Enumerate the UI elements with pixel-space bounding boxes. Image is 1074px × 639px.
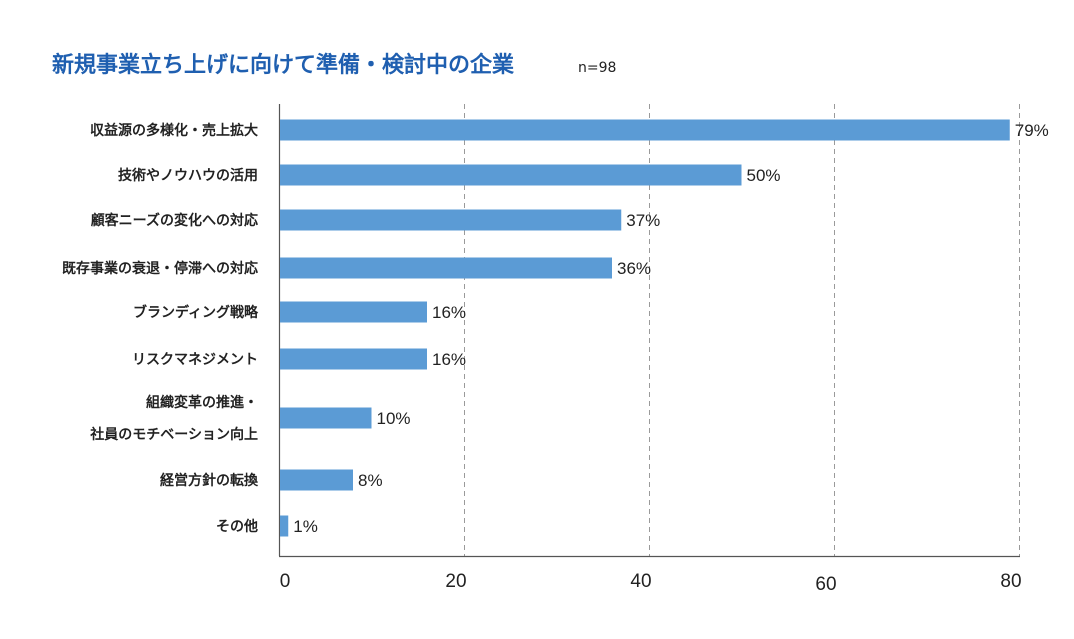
category-label: その他 xyxy=(216,518,258,535)
x-tick-label: 80 xyxy=(1000,571,1021,592)
category-labels: 収益源の多様化・売上拡大技術やノウハウの活用顧客ニーズの変化への対応既存事業の衰… xyxy=(62,122,259,535)
category-label: 顧客ニーズの変化への対応 xyxy=(91,212,258,229)
value-label: 16% xyxy=(432,303,466,322)
value-label: 16% xyxy=(432,350,466,369)
value-label: 8% xyxy=(358,471,383,490)
bar xyxy=(280,164,742,186)
category-label: リスクマネジメント xyxy=(132,352,258,368)
value-label: 1% xyxy=(293,517,318,536)
category-label: 社員のモチベーション向上 xyxy=(89,426,258,443)
category-label: 収益源の多様化・売上拡大 xyxy=(90,122,258,139)
value-label: 79% xyxy=(1015,121,1049,140)
category-label: 技術やノウハウの活用 xyxy=(118,167,258,184)
value-labels: 79% 50% 37% 36% 16% 16% 10% 8% 1% xyxy=(293,121,1049,536)
category-label: 既存事業の衰退・停滞への対応 xyxy=(62,260,258,277)
x-tick-label: 60 xyxy=(815,574,836,595)
category-label: 組織変革の推進・ xyxy=(146,394,258,411)
bars xyxy=(280,119,1010,537)
bar xyxy=(280,119,1010,141)
x-tick-label: 40 xyxy=(630,571,651,592)
bar xyxy=(280,469,353,491)
chart-title: 新規事業立ち上げに向けて準備・検討中の企業 xyxy=(52,52,515,78)
value-label: 37% xyxy=(626,211,660,230)
value-label: 36% xyxy=(617,259,651,278)
x-tick-label: 20 xyxy=(445,571,466,592)
bar xyxy=(280,348,427,370)
axes xyxy=(278,104,1020,558)
value-label: 10% xyxy=(377,409,411,428)
bar xyxy=(280,515,289,537)
bar xyxy=(280,257,612,279)
x-tick-label: 0 xyxy=(280,571,291,592)
bar xyxy=(280,209,622,231)
category-label: 経営方針の転換 xyxy=(160,472,259,489)
x-tick-labels: 0 20 40 60 80 xyxy=(280,571,1022,595)
value-label: 50% xyxy=(747,166,781,185)
sample-size-label: n=98 xyxy=(578,60,616,76)
bar xyxy=(280,407,372,429)
category-label: ブランディング戦略 xyxy=(133,304,259,321)
bar xyxy=(280,301,427,323)
